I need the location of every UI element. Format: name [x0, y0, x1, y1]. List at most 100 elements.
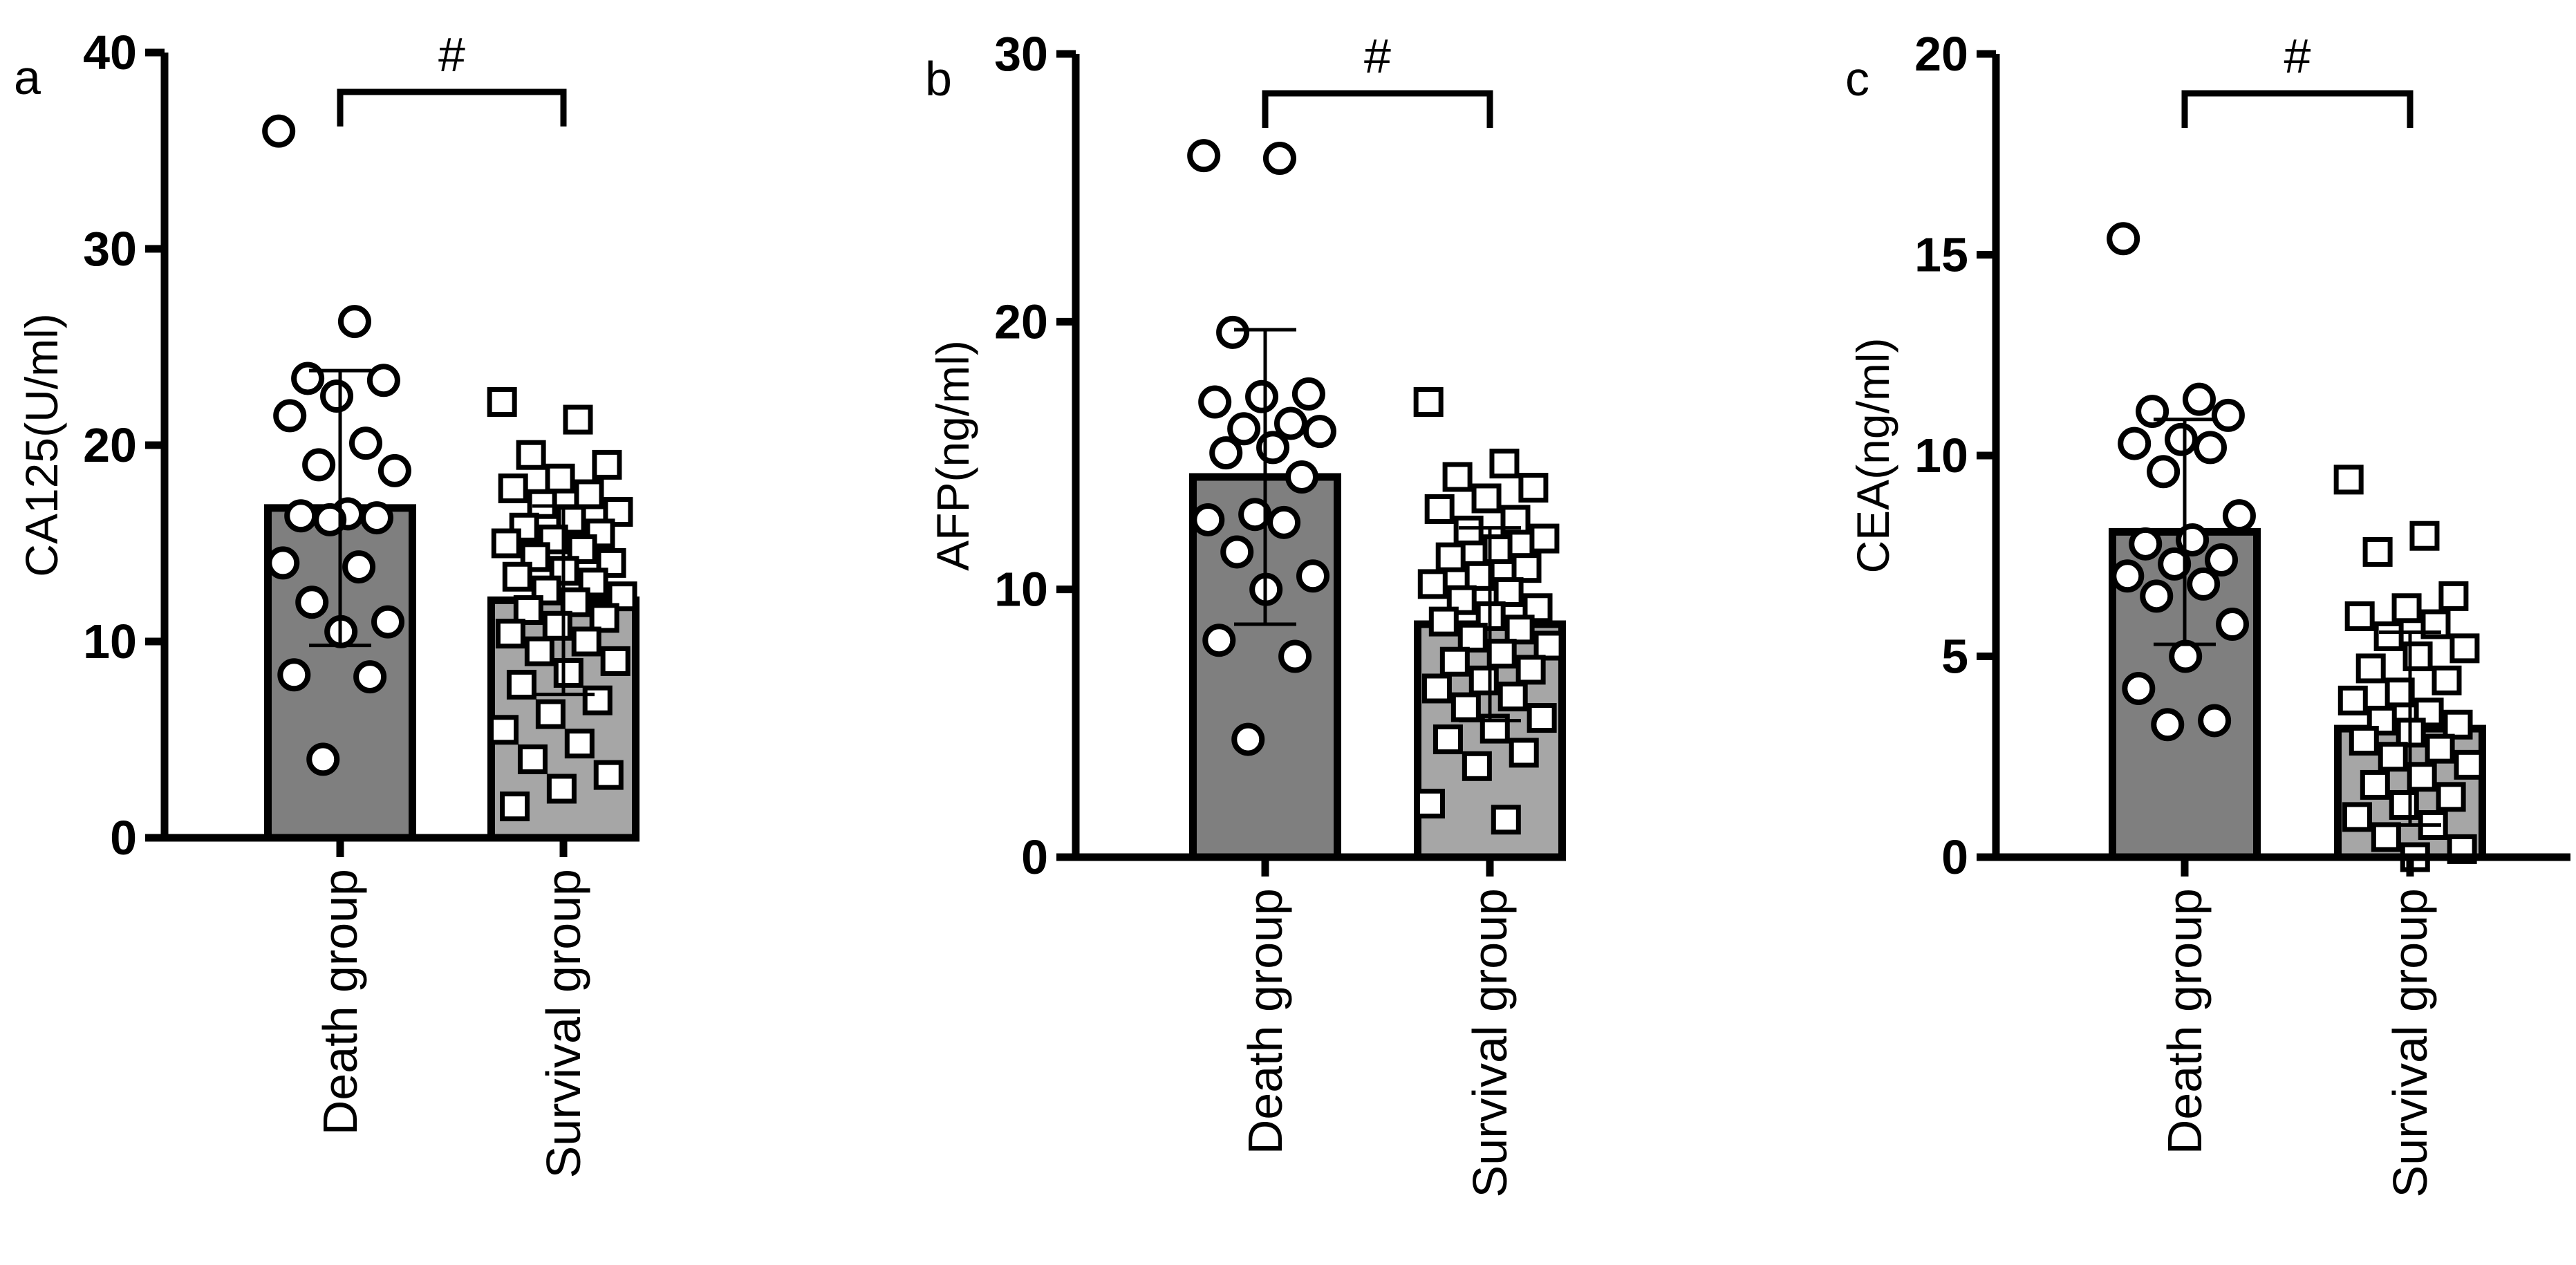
data-point: [553, 657, 584, 688]
data-point: [2409, 521, 2440, 551]
data-point: [366, 364, 400, 397]
y-tick-label: 20: [994, 294, 1048, 348]
y-tick-label: 0: [110, 811, 137, 865]
y-axis-label: AFP(ng/ml): [927, 340, 978, 571]
data-point: [1518, 472, 1549, 503]
error-bar: [2154, 418, 2216, 646]
data-point: [2216, 608, 2250, 641]
data-point: [1486, 639, 1517, 669]
data-point: [542, 610, 572, 641]
data-point: [524, 636, 554, 666]
data-point: [498, 473, 528, 503]
x-tick-label: Survival group: [1463, 888, 1517, 1197]
data-point: [2169, 639, 2203, 673]
data-point: [1238, 498, 1272, 532]
data-point: [585, 518, 615, 549]
data-point: [1489, 449, 1520, 479]
data-point: [2443, 709, 2473, 740]
data-point: [273, 399, 307, 433]
y-tick-label: 20: [1914, 27, 1968, 81]
significance-bracket: [2181, 90, 2414, 128]
y-tick-label: 10: [994, 563, 1048, 617]
x-tick-label: Death group: [2158, 888, 2212, 1154]
data-point: [1231, 722, 1265, 756]
data-point: [1450, 692, 1481, 722]
data-point: [2118, 427, 2152, 460]
data-point: [2449, 633, 2480, 664]
data-point: [1256, 431, 1290, 465]
data-point: [2344, 601, 2375, 631]
data-point: [2436, 782, 2466, 812]
data-point: [2438, 581, 2469, 611]
data-point: [1291, 377, 1325, 411]
data-point: [546, 774, 577, 804]
data-point: [2342, 802, 2372, 832]
data-point: [2205, 543, 2239, 577]
y-tick-label: 30: [83, 222, 137, 276]
data-point: [1417, 569, 1448, 599]
data-point: [1493, 577, 1524, 608]
error-bar: [532, 504, 595, 697]
data-point: [1278, 639, 1312, 673]
data-point: [2140, 579, 2174, 613]
data-point: [2176, 523, 2210, 557]
y-tick-label: 20: [83, 418, 137, 472]
data-point: [2129, 527, 2163, 561]
data-point: [607, 581, 637, 612]
data-point: [2407, 762, 2437, 792]
data-point: [527, 489, 557, 519]
data-point: [2432, 665, 2462, 695]
data-point: [295, 585, 329, 619]
x-tick-label: Survival group: [536, 869, 590, 1178]
data-point: [509, 512, 539, 543]
data-point: [1457, 622, 1488, 653]
data-point: [1267, 505, 1301, 539]
y-axis-label: CEA(ng/ml): [1847, 337, 1898, 573]
data-point: [2454, 749, 2484, 780]
data-point: [2391, 593, 2422, 624]
data-point: [596, 547, 626, 578]
data-point: [2165, 422, 2199, 456]
y-tick-label: 10: [1914, 429, 1968, 482]
data-point: [564, 729, 595, 759]
data-point: [1509, 738, 1539, 768]
data-point: [1191, 503, 1225, 536]
data-point: [1515, 655, 1546, 685]
error-bar: [1234, 328, 1296, 626]
data-point: [1424, 494, 1455, 524]
data-point: [2355, 653, 2386, 684]
data-point: [1527, 703, 1557, 733]
data-point: [302, 448, 336, 482]
data-point: [360, 501, 394, 535]
data-point: [2360, 769, 2390, 800]
data-point: [1471, 483, 1502, 514]
data-point: [593, 760, 624, 790]
data-point: [2147, 455, 2181, 489]
data-point: [1462, 751, 1492, 781]
x-tick-label: Death group: [313, 869, 367, 1135]
data-point: [2333, 465, 2364, 495]
data-point: [2111, 559, 2145, 593]
data-point: [2389, 789, 2419, 820]
data-point: [2158, 547, 2192, 581]
y-tick-label: 10: [83, 615, 137, 668]
x-tick-label: Death group: [1238, 888, 1292, 1154]
data-point: [1428, 606, 1459, 637]
y-tick-label: 0: [1021, 830, 1048, 884]
data-point: [517, 744, 548, 774]
data-point: [2151, 708, 2185, 742]
data-point: [582, 685, 613, 715]
y-axis-label: CA125(U/ml): [16, 313, 67, 577]
data-point: [489, 715, 519, 745]
data-point: [516, 440, 546, 470]
data-point: [1415, 789, 1446, 819]
y-tick-label: 0: [1941, 830, 1968, 884]
data-point: [353, 660, 387, 694]
data-point: [1285, 460, 1319, 494]
data-point: [1227, 412, 1261, 446]
data-point: [2384, 677, 2415, 708]
data-point: [1413, 387, 1444, 418]
data-point: [600, 646, 631, 676]
